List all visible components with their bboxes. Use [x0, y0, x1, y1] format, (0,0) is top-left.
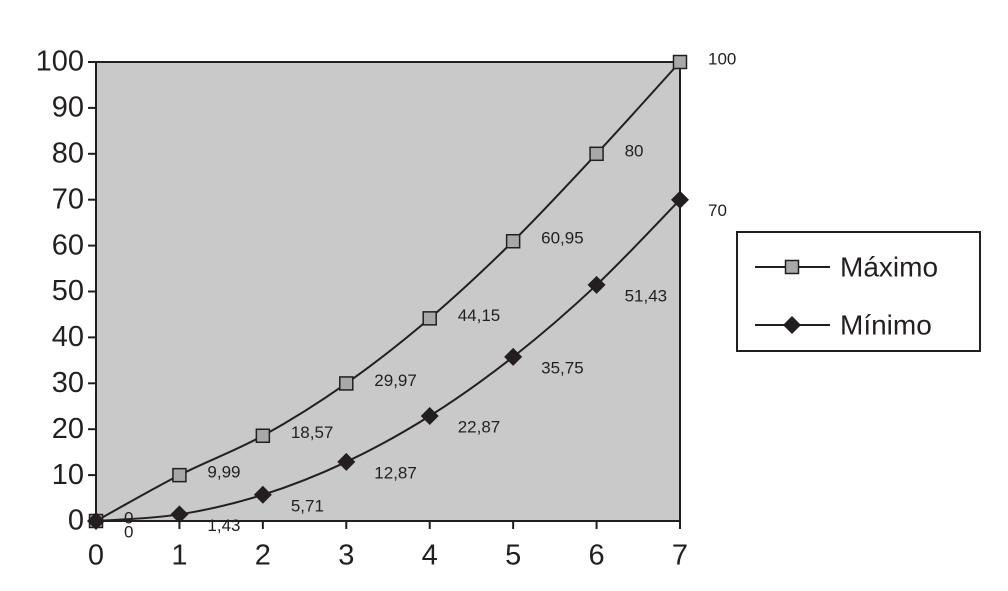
- y-tick-label: 20: [52, 413, 84, 445]
- x-tick-label: 0: [88, 540, 104, 572]
- x-tick-label: 1: [171, 540, 187, 572]
- x-tick-label: 6: [589, 540, 605, 572]
- data-label: 44,15: [458, 306, 501, 325]
- y-tick-label: 80: [52, 137, 84, 169]
- point: [671, 190, 689, 209]
- data-label: 5,71: [291, 496, 324, 515]
- point: [255, 428, 271, 444]
- data-label: 18,57: [291, 423, 334, 442]
- point: [253, 485, 272, 504]
- point: [505, 233, 521, 249]
- point: [420, 407, 439, 426]
- y-tick-label: 10: [52, 459, 84, 491]
- data-label: 100: [708, 49, 736, 68]
- legend-marker: [783, 316, 801, 334]
- data-label: 0: [124, 522, 133, 541]
- data-label: 22,87: [458, 418, 501, 437]
- y-tick-label: 50: [52, 275, 84, 307]
- y-tick-label: 60: [52, 229, 84, 261]
- point: [587, 275, 606, 294]
- data-label: 12,87: [374, 463, 417, 482]
- x-tick-label: 5: [505, 540, 521, 572]
- data-label: 60,95: [541, 229, 584, 248]
- data-label: 0: [124, 508, 133, 527]
- y-tick-label: 90: [52, 92, 84, 124]
- y-tick-label: 70: [52, 183, 84, 215]
- legend-label: Máximo: [840, 251, 938, 282]
- legend-marker: [784, 259, 800, 275]
- point: [172, 467, 187, 483]
- y-tick-label: 100: [36, 46, 84, 78]
- legend-label: Mínimo: [840, 309, 932, 340]
- x-tick-label: 4: [422, 540, 438, 572]
- data-label: 51,43: [625, 286, 668, 305]
- point: [672, 54, 688, 70]
- x-tick-label: 2: [255, 540, 271, 572]
- plot-area: [95, 61, 681, 522]
- point: [170, 505, 189, 524]
- point: [504, 347, 523, 366]
- data-label: 9,99: [207, 463, 240, 482]
- data-label: 80: [625, 141, 644, 160]
- point: [589, 146, 604, 162]
- data-label: 70: [708, 201, 727, 220]
- point: [337, 452, 356, 471]
- data-label: 29,97: [374, 371, 417, 390]
- y-tick-label: 0: [68, 505, 84, 537]
- x-tick-label: 3: [338, 540, 354, 572]
- legend-box: [736, 231, 981, 352]
- point: [422, 311, 437, 326]
- data-label: 1,43: [207, 516, 240, 535]
- y-tick-label: 30: [52, 367, 84, 399]
- x-tick-label: 7: [672, 540, 688, 572]
- point: [87, 512, 105, 530]
- data-label: 35,75: [541, 358, 584, 377]
- y-tick-label: 40: [52, 321, 84, 353]
- point: [339, 376, 354, 391]
